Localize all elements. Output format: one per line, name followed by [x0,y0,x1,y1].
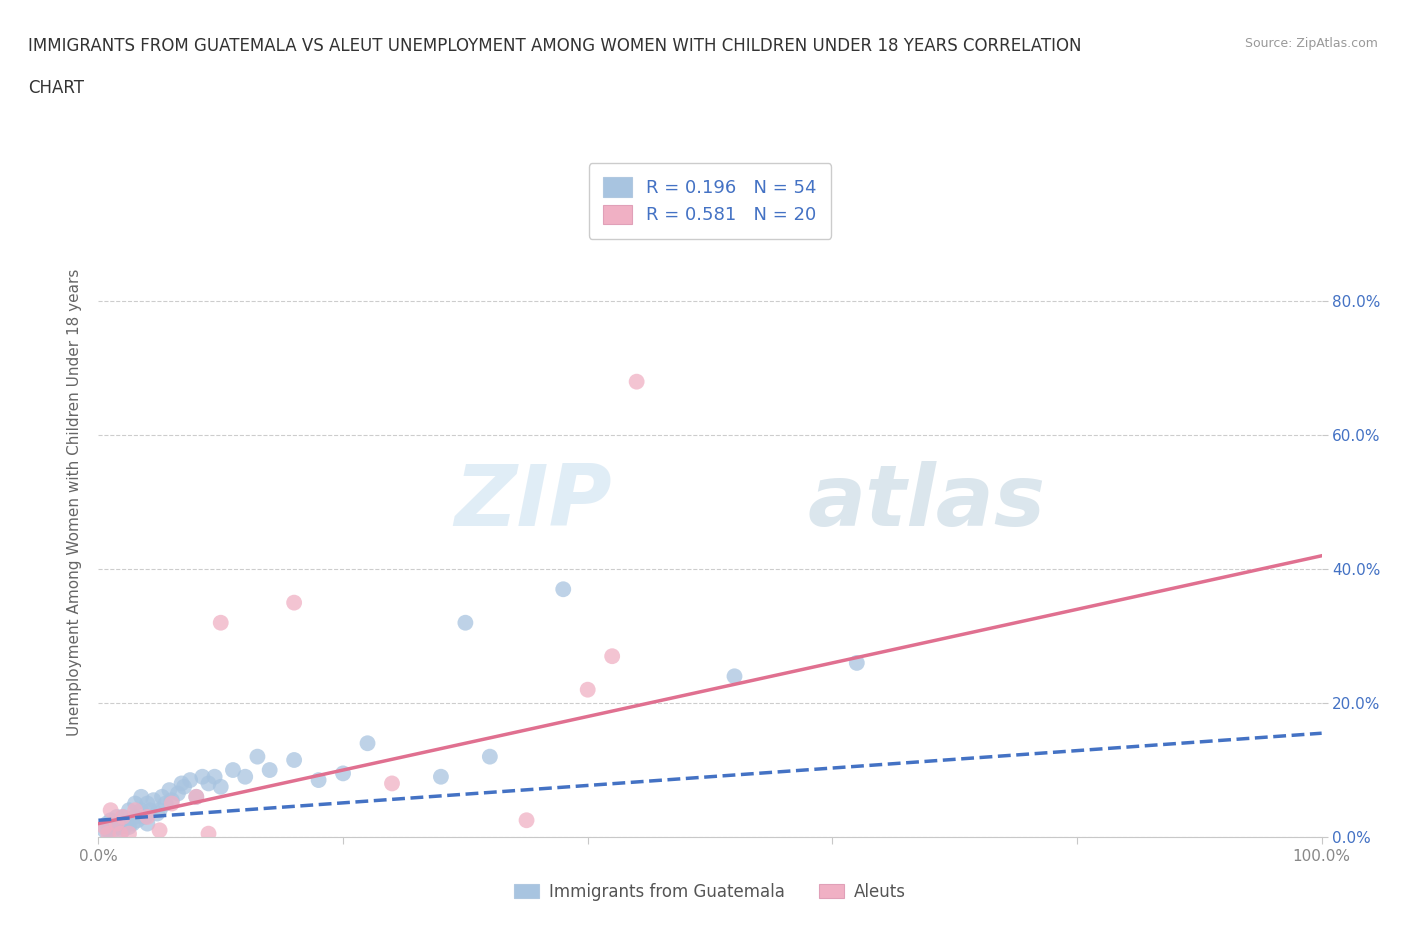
Point [101,823,124,838]
Point [204,769,226,784]
Point [246,750,269,764]
Y-axis label: Unemployment Among Women with Children Under 18 years: Unemployment Among Women with Children U… [67,269,83,736]
Point [186,790,208,804]
Point [97,826,120,841]
Point [111,823,134,838]
Point [105,809,128,824]
Point [100,803,122,817]
Point [283,595,305,610]
Point [173,779,195,794]
Point [170,776,193,790]
Point [332,766,354,781]
Point [142,792,165,807]
Point [129,790,152,804]
Text: IMMIGRANTS FROM GUATEMALA VS ALEUT UNEMPLOYMENT AMONG WOMEN WITH CHILDREN UNDER : IMMIGRANTS FROM GUATEMALA VS ALEUT UNEMP… [28,37,1081,55]
Point [553,582,575,597]
Point [134,809,156,824]
Point [381,776,404,790]
Point [124,809,146,824]
Point [160,796,183,811]
Point [197,826,219,841]
Text: ZIP: ZIP [454,460,612,544]
Point [155,796,177,811]
Point [105,817,128,831]
Point [118,803,141,817]
Point [118,819,141,834]
Point [149,803,172,817]
Legend: Immigrants from Guatemala, Aleuts: Immigrants from Guatemala, Aleuts [506,874,914,909]
Point [124,803,146,817]
Point [209,779,232,794]
Point [110,826,132,841]
Point [222,763,245,777]
Point [124,796,146,811]
Point [139,803,162,817]
Point [600,649,623,664]
Point [136,809,159,824]
Point [136,796,159,811]
Point [111,809,134,824]
Point [100,819,122,834]
Point [97,823,120,838]
Point [233,769,256,784]
Text: Source: ZipAtlas.com: Source: ZipAtlas.com [1244,37,1378,50]
Point [723,669,745,684]
Point [179,773,201,788]
Point [150,790,173,804]
Point [96,817,118,831]
Point [259,763,281,777]
Point [209,616,232,631]
Point [146,806,169,821]
Point [308,773,330,788]
Point [136,817,159,831]
Point [191,769,214,784]
Point [430,769,453,784]
Point [93,823,115,838]
Point [454,616,477,631]
Point [111,809,134,824]
Point [114,817,136,831]
Point [515,813,537,828]
Point [105,817,128,831]
Point [93,819,115,834]
Point [129,803,152,817]
Point [127,813,149,828]
Point [478,750,501,764]
Point [149,823,172,838]
Point [576,683,599,698]
Point [356,736,378,751]
Point [186,790,208,804]
Point [100,813,122,828]
Point [283,752,305,767]
Point [110,819,132,834]
Point [118,826,141,841]
Point [121,817,143,831]
Point [167,786,190,801]
Point [626,374,648,389]
Text: atlas: atlas [808,460,1046,544]
Text: CHART: CHART [28,79,84,97]
Point [160,792,183,807]
Point [197,776,219,790]
Point [157,783,180,798]
Point [845,656,868,671]
